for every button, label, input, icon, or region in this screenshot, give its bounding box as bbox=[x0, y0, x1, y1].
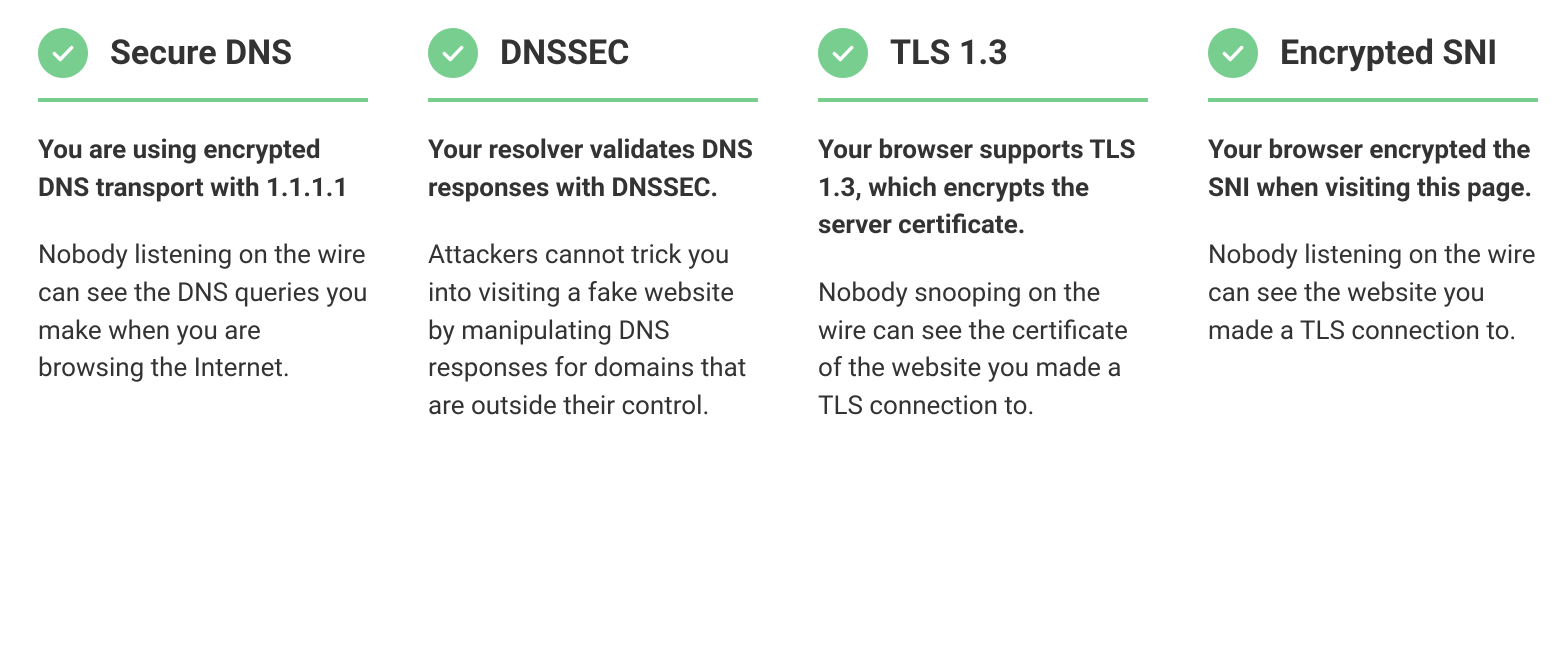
card-lead-text: Your resolver validates DNS responses wi… bbox=[428, 132, 758, 207]
card-title: DNSSEC bbox=[500, 33, 629, 73]
card-header: Secure DNS bbox=[38, 28, 368, 102]
card-body: Your browser supports TLS 1.3, which enc… bbox=[818, 102, 1148, 426]
checkmark-icon bbox=[428, 28, 478, 78]
card-lead-text: Your browser supports TLS 1.3, which enc… bbox=[818, 132, 1148, 245]
card-tls13: TLS 1.3 Your browser supports TLS 1.3, w… bbox=[818, 28, 1148, 426]
card-header: TLS 1.3 bbox=[818, 28, 1148, 102]
card-lead-text: You are using encrypted DNS transport wi… bbox=[38, 132, 368, 207]
card-title: Secure DNS bbox=[110, 33, 292, 73]
card-description: Nobody listening on the wire can see the… bbox=[38, 237, 368, 388]
card-description: Attackers cannot trick you into visiting… bbox=[428, 237, 758, 425]
card-secure-dns: Secure DNS You are using encrypted DNS t… bbox=[38, 28, 368, 426]
checkmark-icon bbox=[1208, 28, 1258, 78]
card-dnssec: DNSSEC Your resolver validates DNS respo… bbox=[428, 28, 758, 426]
card-body: Your resolver validates DNS responses wi… bbox=[428, 102, 758, 426]
card-body: Your browser encrypted the SNI when visi… bbox=[1208, 102, 1538, 350]
card-title: Encrypted SNI bbox=[1280, 33, 1497, 73]
checkmark-icon bbox=[818, 28, 868, 78]
card-header: DNSSEC bbox=[428, 28, 758, 102]
checkmark-icon bbox=[38, 28, 88, 78]
card-description: Nobody snooping on the wire can see the … bbox=[818, 275, 1148, 426]
card-header: Encrypted SNI bbox=[1208, 28, 1538, 102]
card-title: TLS 1.3 bbox=[890, 33, 1008, 73]
card-description: Nobody listening on the wire can see the… bbox=[1208, 237, 1538, 350]
status-cards-row: Secure DNS You are using encrypted DNS t… bbox=[38, 28, 1516, 426]
card-encrypted-sni: Encrypted SNI Your browser encrypted the… bbox=[1208, 28, 1538, 426]
card-body: You are using encrypted DNS transport wi… bbox=[38, 102, 368, 388]
card-lead-text: Your browser encrypted the SNI when visi… bbox=[1208, 132, 1538, 207]
